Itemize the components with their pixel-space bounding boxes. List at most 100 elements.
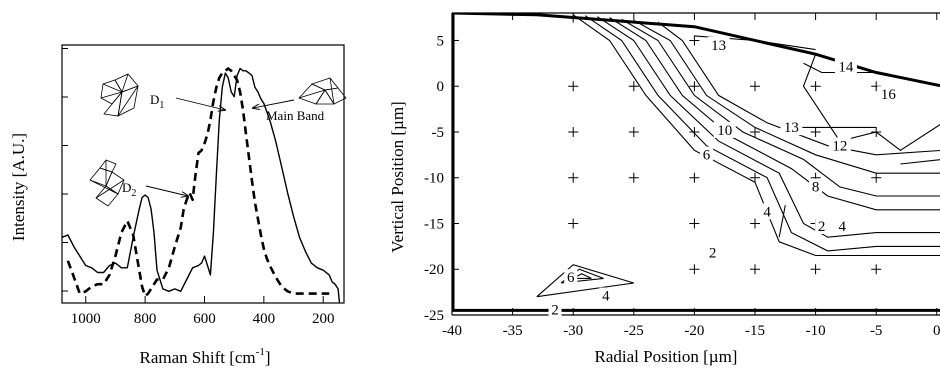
contour-line bbox=[572, 14, 940, 257]
contour-label-bg bbox=[760, 203, 774, 220]
left-x-tick-label: 400 bbox=[253, 311, 276, 327]
contour-level-label: 2 bbox=[709, 246, 717, 262]
d2-label-sub: 2 bbox=[131, 188, 136, 199]
grid-point-marker bbox=[810, 126, 821, 137]
grid-point-marker bbox=[750, 126, 760, 137]
left-x-tick-label: 1000 bbox=[71, 311, 101, 327]
contour-line bbox=[657, 21, 940, 156]
grid-point-marker bbox=[628, 172, 639, 183]
right-x-axis-label: Radial Position [µm] bbox=[595, 347, 738, 366]
d1-polyhedron-icon bbox=[100, 73, 139, 117]
sample-boundary bbox=[451, 13, 940, 312]
contour-label-bg bbox=[707, 36, 730, 53]
right-y-tick-label: -25 bbox=[424, 308, 444, 324]
main-band-polyhedron-icon bbox=[298, 77, 347, 105]
grid-point-marker bbox=[689, 126, 700, 137]
contour-label-bg bbox=[548, 301, 562, 318]
right-x-tick-label: 0 bbox=[933, 323, 940, 339]
d1-label-sub: 1 bbox=[159, 100, 164, 111]
grid-point-marker bbox=[568, 172, 579, 183]
contour-line bbox=[597, 16, 940, 238]
contour-level-label: 12 bbox=[832, 138, 847, 154]
main-band-arrow bbox=[253, 99, 295, 108]
left-series-group bbox=[62, 67, 341, 303]
left-x-axis-label-close: ] bbox=[265, 348, 271, 367]
contour-level-label: 4 bbox=[839, 219, 847, 235]
d1-arrow bbox=[175, 97, 225, 110]
grid-point-marker bbox=[871, 264, 882, 275]
grid-point-marker bbox=[628, 81, 639, 92]
grid-point-marker bbox=[568, 218, 579, 229]
contour-label-bg bbox=[834, 58, 857, 75]
contour-line bbox=[633, 19, 940, 174]
spectrum-line-dashed bbox=[66, 67, 330, 298]
grid-point-marker bbox=[568, 81, 579, 92]
grid-point-marker bbox=[689, 218, 700, 229]
grid-point-marker bbox=[750, 81, 760, 92]
contour-lines bbox=[536, 14, 940, 298]
grid-point-marker bbox=[750, 172, 760, 183]
raman-spectrum-chart: 1000 800 600 400 200 Intensity [A.U.] Raman … bbox=[9, 44, 347, 367]
grid-point-marker bbox=[628, 126, 639, 137]
grid-point-marker bbox=[689, 172, 700, 183]
contour-level-label: 2 bbox=[551, 302, 559, 318]
right-x-tick-label: -30 bbox=[563, 323, 583, 339]
left-x-axis-label-sup: -1 bbox=[256, 346, 265, 358]
grid-point-marker bbox=[810, 81, 821, 92]
contour-line bbox=[584, 15, 940, 252]
contour-level-label: 4 bbox=[763, 204, 771, 220]
d1-label: D1 bbox=[150, 92, 164, 111]
main-band-annotation: Main Band bbox=[253, 77, 347, 123]
contour-line bbox=[778, 205, 786, 238]
right-y-tick-label: 0 bbox=[437, 79, 445, 95]
left-x-tick-label: 800 bbox=[134, 311, 157, 327]
contour-line bbox=[572, 273, 592, 279]
right-x-tick-label: -25 bbox=[624, 323, 644, 339]
contour-line bbox=[803, 62, 877, 74]
contour-label-bg bbox=[828, 137, 851, 154]
contour-level-label: 4 bbox=[602, 289, 610, 305]
grid-point-marker bbox=[689, 81, 700, 92]
contour-level-label: 2 bbox=[818, 219, 826, 235]
right-x-tick-label: -10 bbox=[806, 323, 826, 339]
d2-label-main: D bbox=[122, 180, 131, 195]
right-y-axis-label: Vertical Position [µm] bbox=[388, 101, 407, 252]
d1-annotation: D1 bbox=[100, 73, 225, 117]
contour-map-chart: -40 -35 -30 -25 -20 -15 -10 -5 0 5 0 -5 -10 -15 -20 -25… bbox=[388, 12, 940, 366]
left-x-tick-label: 600 bbox=[193, 311, 216, 327]
grid-point-marker bbox=[750, 264, 760, 275]
left-y-axis-ticks bbox=[62, 48, 68, 292]
right-x-tick-label: -20 bbox=[684, 323, 704, 339]
contour-label-bg bbox=[835, 217, 849, 234]
right-x-tick-label: -15 bbox=[745, 323, 765, 339]
contour-line bbox=[536, 264, 634, 298]
d2-label: D2 bbox=[122, 180, 136, 199]
contour-level-label: 16 bbox=[881, 87, 897, 103]
contour-level-label: 13 bbox=[784, 120, 799, 136]
contour-level-label: 6 bbox=[703, 148, 711, 164]
contour-level-label: 8 bbox=[812, 180, 820, 196]
grid-point-marker bbox=[871, 172, 882, 183]
right-y-tick-label: -15 bbox=[424, 216, 444, 232]
contour-level-label: 13 bbox=[711, 38, 726, 54]
contour-label-bg bbox=[815, 217, 829, 234]
contour-line bbox=[609, 17, 940, 211]
contour-level-label: 10 bbox=[717, 123, 732, 139]
sample-top-surface bbox=[451, 13, 940, 88]
d2-polyhedron-icon bbox=[89, 159, 125, 207]
contour-label-bg bbox=[599, 287, 613, 304]
d1-label-main: D bbox=[150, 92, 159, 107]
grid-point-marker bbox=[689, 264, 700, 275]
left-x-axis-label-base: Raman Shift [cm bbox=[140, 348, 256, 367]
contour-label-bg bbox=[809, 178, 823, 195]
right-y-tick-label: 5 bbox=[437, 33, 445, 49]
contour-label-bg bbox=[700, 146, 714, 163]
contour-line bbox=[802, 54, 940, 151]
right-x-tick-label: -40 bbox=[442, 323, 462, 339]
right-y-tick-label: -5 bbox=[432, 125, 445, 141]
spectrum-line-solid bbox=[62, 67, 341, 303]
main-band-label: Main Band bbox=[266, 108, 325, 123]
left-x-axis-label: Raman Shift [cm-1] bbox=[140, 346, 271, 367]
